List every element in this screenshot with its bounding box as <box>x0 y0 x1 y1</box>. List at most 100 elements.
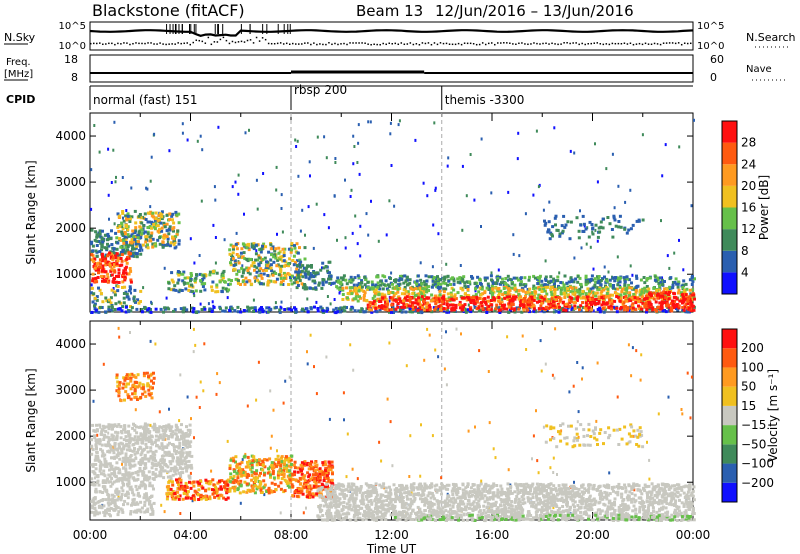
scatter-cell <box>243 282 247 286</box>
scatter-cell <box>97 240 101 243</box>
scatter-cell <box>321 278 325 281</box>
scatter-cell <box>682 308 686 312</box>
scatter-cell <box>125 272 129 276</box>
scatter-cell <box>140 232 144 236</box>
scatter-cell <box>257 269 261 273</box>
scatter-cell <box>254 252 258 256</box>
power-sparse-cell <box>231 185 234 189</box>
search-noise-dot <box>117 42 119 45</box>
scatter-cell <box>104 489 108 493</box>
scatter-cell <box>245 258 249 261</box>
scatter-cell <box>185 445 189 449</box>
velocity-sparse-cell <box>306 350 308 354</box>
scatter-cell <box>577 229 581 233</box>
power-sparse-cell <box>275 188 278 192</box>
scatter-cell <box>141 426 145 430</box>
scatter-cell <box>458 306 462 310</box>
scatter-cell <box>612 284 615 287</box>
velocity-sparse-cell <box>690 375 693 379</box>
scatter-cell <box>179 450 183 454</box>
scatter-cell <box>370 280 374 284</box>
scatter-cell <box>137 301 141 305</box>
scatter-cell <box>239 310 243 314</box>
scatter-cell <box>128 289 131 293</box>
scatter-cell <box>508 277 512 281</box>
scatter-cell <box>107 438 111 442</box>
scatter-cell <box>123 456 127 460</box>
search-noise-dot <box>463 42 466 44</box>
scatter-cell <box>97 310 101 314</box>
scatter-cell <box>169 462 173 466</box>
scatter-cell <box>540 295 544 299</box>
scatter-cell <box>232 247 235 251</box>
search-noise-dot <box>650 43 653 46</box>
scatter-cell <box>120 486 124 490</box>
search-noise-dot <box>409 42 412 44</box>
scatter-cell <box>186 453 190 457</box>
power-sparse-cell <box>241 264 244 268</box>
beam-label: Beam 13 <box>356 2 423 20</box>
power-sparse-cell <box>237 192 240 196</box>
scatter-cell <box>293 260 297 264</box>
scatter-cell <box>566 294 570 298</box>
scatter-cell <box>98 439 102 443</box>
scatter-cell <box>640 290 644 294</box>
search-noise-dot <box>162 43 164 45</box>
scatter-cell <box>163 463 167 467</box>
scatter-cell <box>283 264 286 268</box>
scatter-cell <box>597 300 601 303</box>
scatter-cell <box>122 292 126 295</box>
scatter-cell <box>374 288 378 292</box>
power-ytick-label: 1000 <box>55 267 86 281</box>
scatter-cell <box>111 280 115 284</box>
velocity-sparse-cell <box>478 349 481 353</box>
scatter-cell <box>145 445 149 449</box>
scatter-cell <box>284 277 288 280</box>
velocity-sparse-cell <box>203 342 206 346</box>
scatter-cell <box>121 489 125 493</box>
scatter-cell <box>415 282 419 286</box>
velocity-sparse-cell <box>269 446 272 450</box>
search-noise-dot <box>171 43 173 45</box>
scatter-cell <box>95 262 99 266</box>
scatter-cell <box>499 302 502 306</box>
scatter-cell <box>439 303 443 307</box>
scatter-cell <box>237 261 241 265</box>
scatter-cell <box>505 307 509 311</box>
scatter-cell <box>151 452 155 456</box>
scatter-cell <box>147 477 151 481</box>
power-sparse-cell <box>321 266 323 270</box>
power-sparse-cell <box>98 150 101 154</box>
power-sparse-cell <box>579 209 581 213</box>
scatter-cell <box>247 248 251 252</box>
scatter-cell <box>381 296 385 300</box>
scatter-cell <box>126 473 130 477</box>
scatter-cell <box>527 300 531 304</box>
scatter-cell <box>166 465 170 469</box>
scatter-cell <box>469 307 473 311</box>
scatter-cell <box>362 296 366 300</box>
velocity-sparse-cell <box>178 419 181 423</box>
scatter-cell <box>154 307 158 311</box>
search-noise-dot <box>168 43 170 45</box>
power-sparse-cell <box>323 135 326 139</box>
scatter-cell <box>563 296 567 299</box>
scatter-cell <box>444 297 448 301</box>
scatter-cell <box>425 290 429 294</box>
scatter-cell <box>296 284 300 287</box>
scatter-cell <box>665 300 669 304</box>
scatter-cell <box>136 508 140 512</box>
scatter-cell <box>319 305 323 309</box>
search-noise-dot <box>412 43 415 46</box>
scatter-cell <box>598 310 602 314</box>
scatter-cell <box>550 304 554 308</box>
scatter-cell <box>312 271 316 275</box>
scatter-cell <box>254 258 258 262</box>
velocity-sparse-cell <box>328 417 331 421</box>
scatter-cell <box>257 256 261 260</box>
scatter-cell <box>90 253 94 257</box>
scatter-cell <box>561 229 565 233</box>
scatter-cell <box>116 513 120 517</box>
scatter-cell <box>408 299 412 302</box>
scatter-cell <box>117 510 121 514</box>
